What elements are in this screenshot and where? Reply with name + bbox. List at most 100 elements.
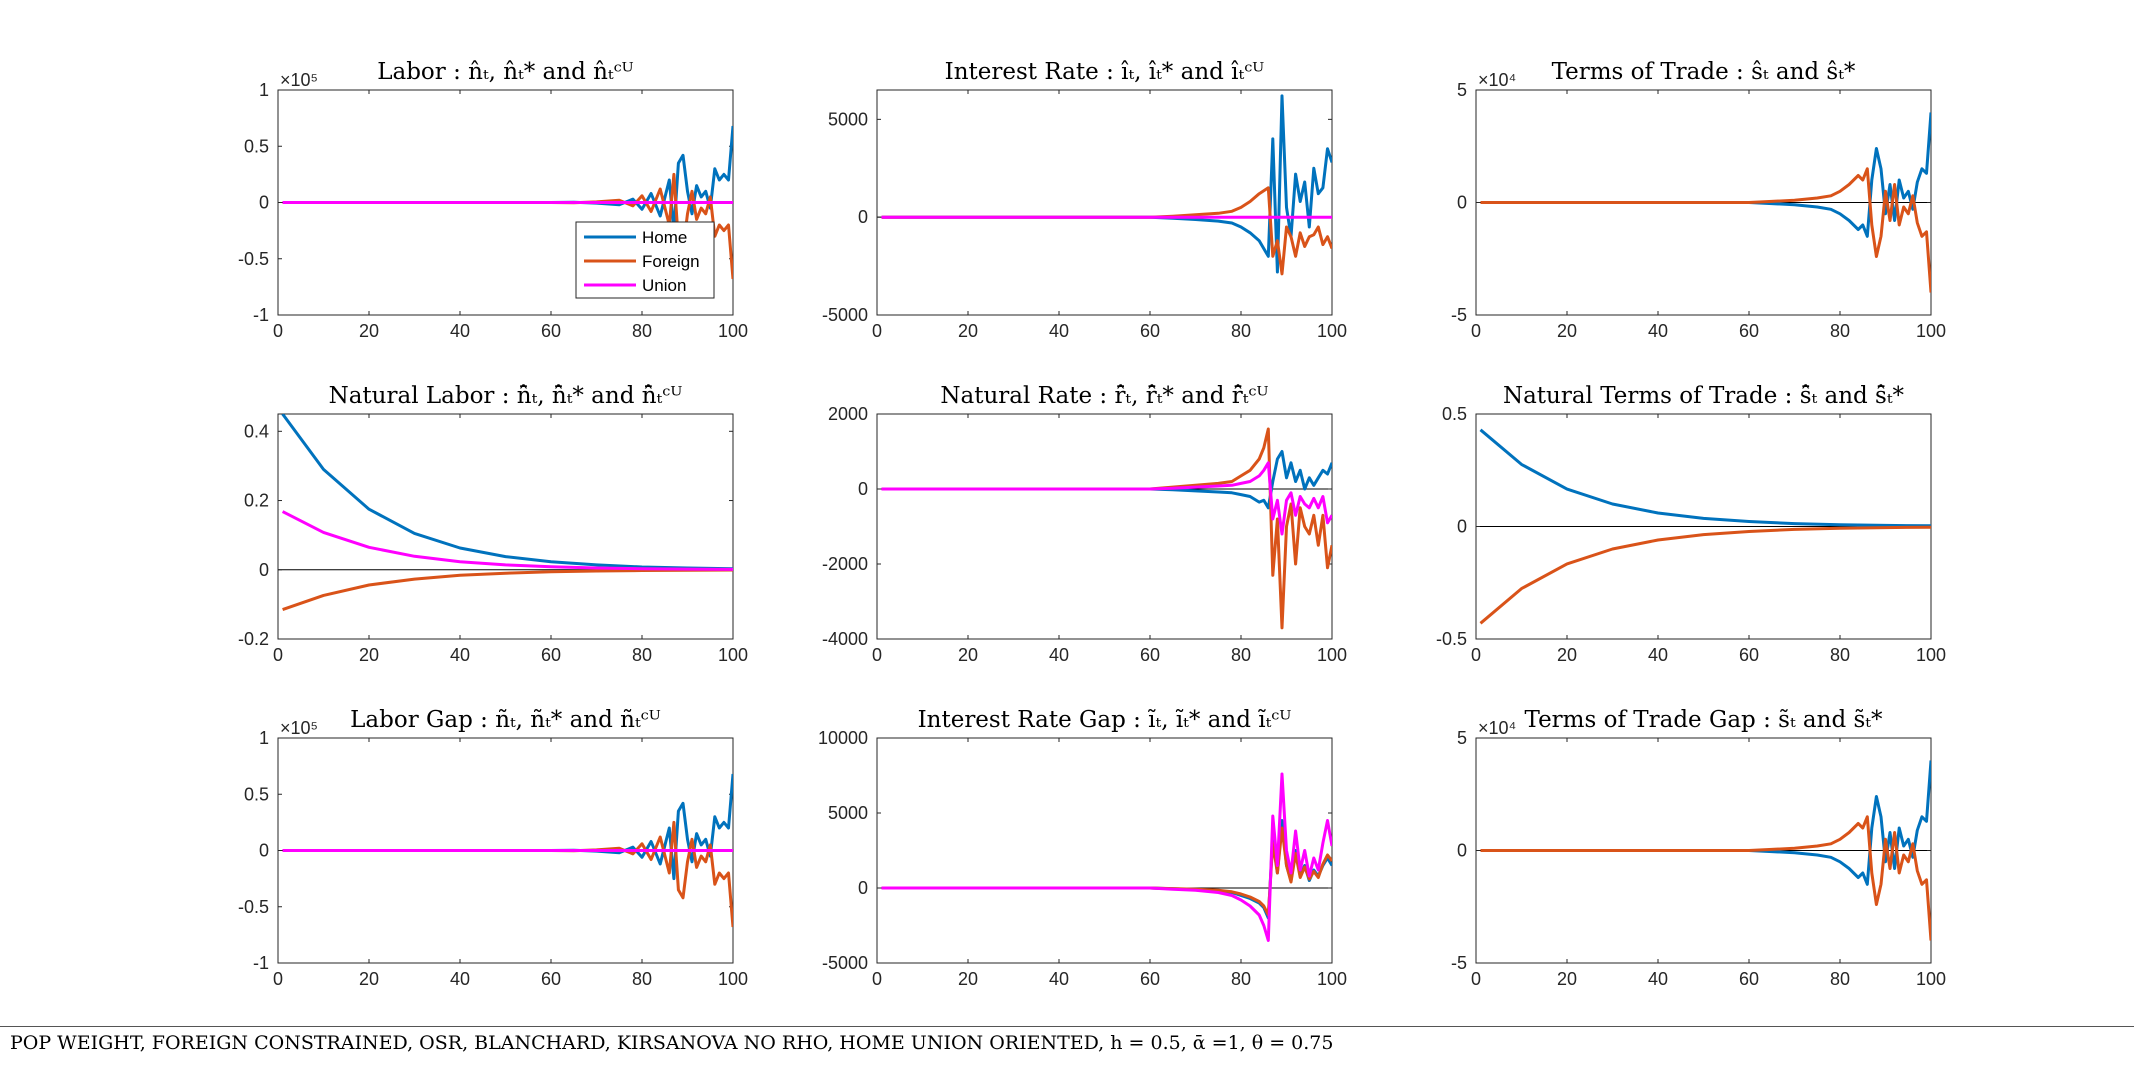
x-tick-label: 40 — [1648, 645, 1668, 665]
y-tick-label: 0 — [1457, 841, 1467, 861]
x-tick-label: 20 — [958, 321, 978, 341]
x-tick-label: 20 — [958, 645, 978, 665]
chart-title: Labor Gap : ñₜ, ñₜ* and ñₜᶜᵁ — [350, 707, 661, 733]
chart-title: Natural Rate : r̂̄ₜ, r̂̄ₜ* and r̂̄ₜᶜᵁ — [940, 383, 1268, 409]
chart-title: Natural Terms of Trade : ŝ̄ₜ and ŝ̄ₜ* — [1503, 383, 1905, 409]
x-tick-label: 0 — [872, 969, 882, 989]
x-tick-label: 100 — [718, 645, 748, 665]
y-exponent-label: ×10⁵ — [280, 70, 318, 90]
series-line-home — [1479, 428, 1931, 528]
x-tick-label: 80 — [1830, 321, 1850, 341]
chart-title: Natural Labor : n̂̄ₜ, n̂̄ₜ* and n̂̄ₜᶜᵁ — [329, 383, 683, 409]
x-tick-label: 100 — [1916, 969, 1946, 989]
x-tick-label: 100 — [1916, 645, 1946, 665]
y-tick-label: -5 — [1451, 953, 1467, 973]
chart-9: 0 20 40 60 80 100-505 ×10⁴ Terms of Trade Gap :… — [1451, 707, 1946, 989]
chart-title: Labor : n̂ₜ, n̂ₜ* and n̂ₜᶜᵁ — [377, 59, 634, 85]
x-tick-label: 40 — [450, 969, 470, 989]
series-line-home — [282, 773, 733, 881]
y-tick-label: 5000 — [828, 803, 868, 823]
x-tick-label: 80 — [632, 969, 652, 989]
y-tick-label: 0 — [1457, 193, 1467, 213]
x-tick-label: 80 — [632, 321, 652, 341]
footer-caption: POP WEIGHT, FOREIGN CONSTRAINED, OSR, BL… — [10, 1032, 1334, 1054]
x-tick-label: 100 — [1317, 321, 1347, 341]
x-tick-label: 40 — [1648, 969, 1668, 989]
x-tick-label: 80 — [1231, 645, 1251, 665]
y-tick-label: -0.2 — [238, 629, 269, 649]
y-tick-label: 0 — [259, 193, 269, 213]
y-tick-label: -0.5 — [238, 897, 269, 917]
series-line-foreign — [1480, 167, 1931, 293]
x-tick-label: 40 — [1648, 321, 1668, 341]
y-tick-label: 0.5 — [244, 784, 269, 804]
x-tick-label: 40 — [450, 645, 470, 665]
y-tick-label: 1 — [259, 80, 269, 100]
legend: Home Foreign Union — [575, 221, 715, 299]
y-tick-label: 0 — [858, 878, 868, 898]
series-line-foreign — [1479, 525, 1931, 625]
plot-area — [876, 413, 1333, 640]
x-tick-label: 20 — [359, 645, 379, 665]
series-line-foreign — [282, 820, 733, 928]
x-tick-label: 100 — [718, 321, 748, 341]
series-line-home — [282, 125, 733, 233]
x-tick-label: 0 — [273, 645, 283, 665]
y-tick-label: 0.2 — [244, 491, 269, 511]
footer-rule — [0, 1026, 2134, 1027]
x-tick-label: 80 — [1231, 321, 1251, 341]
x-tick-label: 100 — [1916, 321, 1946, 341]
chart-title: Interest Rate : îₜ, îₜ* and îₜᶜᵁ — [945, 59, 1265, 85]
chart-3: 0 20 40 60 80 100-505 ×10⁴ Terms of Trade : ŝₜ … — [1451, 59, 1946, 341]
series-line-union — [281, 510, 733, 571]
series-line-foreign — [881, 427, 1332, 630]
series-line-home — [1480, 112, 1931, 238]
chart-title: Terms of Trade Gap : s̃ₜ and s̃ₜ* — [1525, 707, 1883, 733]
y-tick-label: -5000 — [822, 953, 868, 973]
y-tick-label: 0 — [858, 207, 868, 227]
legend-label-home: Home — [642, 228, 687, 247]
x-tick-label: 80 — [632, 645, 652, 665]
y-tick-label: 0.5 — [1442, 404, 1467, 424]
x-tick-label: 0 — [872, 321, 882, 341]
y-tick-label: 10000 — [818, 728, 868, 748]
y-tick-label: -0.5 — [1436, 629, 1467, 649]
x-tick-label: 0 — [1471, 645, 1481, 665]
y-tick-label: 5 — [1457, 80, 1467, 100]
chart-title: Terms of Trade : ŝₜ and ŝₜ* — [1552, 59, 1856, 85]
x-tick-label: 20 — [1557, 645, 1577, 665]
x-tick-label: 60 — [1140, 969, 1160, 989]
y-tick-label: 1 — [259, 728, 269, 748]
series-line-home — [1480, 760, 1931, 886]
legend-label-foreign: Foreign — [642, 252, 700, 271]
x-tick-label: 60 — [541, 321, 561, 341]
y-tick-label: 0 — [858, 479, 868, 499]
x-tick-label: 20 — [1557, 969, 1577, 989]
x-tick-label: 20 — [359, 321, 379, 341]
chart-7: 0 20 40 60 80 100 -1 -0.5 0 0.5 1 ×10⁵ Labor Gap : ñ… — [238, 707, 748, 989]
x-tick-label: 0 — [273, 321, 283, 341]
x-tick-label: 60 — [1140, 645, 1160, 665]
y-tick-label: 0 — [259, 560, 269, 580]
plot-area — [876, 737, 1333, 964]
x-tick-label: 60 — [541, 645, 561, 665]
series-line-union — [881, 461, 1332, 536]
y-tick-label: 0 — [1457, 517, 1467, 537]
x-tick-label: 60 — [1739, 969, 1759, 989]
y-tick-label: 2000 — [828, 404, 868, 424]
y-tick-label: -5 — [1451, 305, 1467, 325]
x-tick-label: 60 — [1739, 645, 1759, 665]
y-exponent-label: ×10⁴ — [1478, 718, 1516, 738]
x-tick-label: 40 — [1049, 645, 1069, 665]
y-exponent-label: ×10⁵ — [280, 718, 318, 738]
series-line-home — [881, 94, 1332, 274]
legend-label-union: Union — [642, 276, 686, 295]
chart-1: 0 20 40 60 80 100 -1 -0.5 0 0.5 1 ×10⁵ Labor : n̂ₜ, … — [238, 59, 748, 341]
y-tick-label: 0.5 — [244, 136, 269, 156]
chart-5: 0 20 40 60 80 100 -4000 -2000 0 2000 Natural Rate … — [822, 383, 1347, 665]
series-line-foreign — [881, 826, 1332, 917]
x-tick-label: 80 — [1830, 969, 1850, 989]
